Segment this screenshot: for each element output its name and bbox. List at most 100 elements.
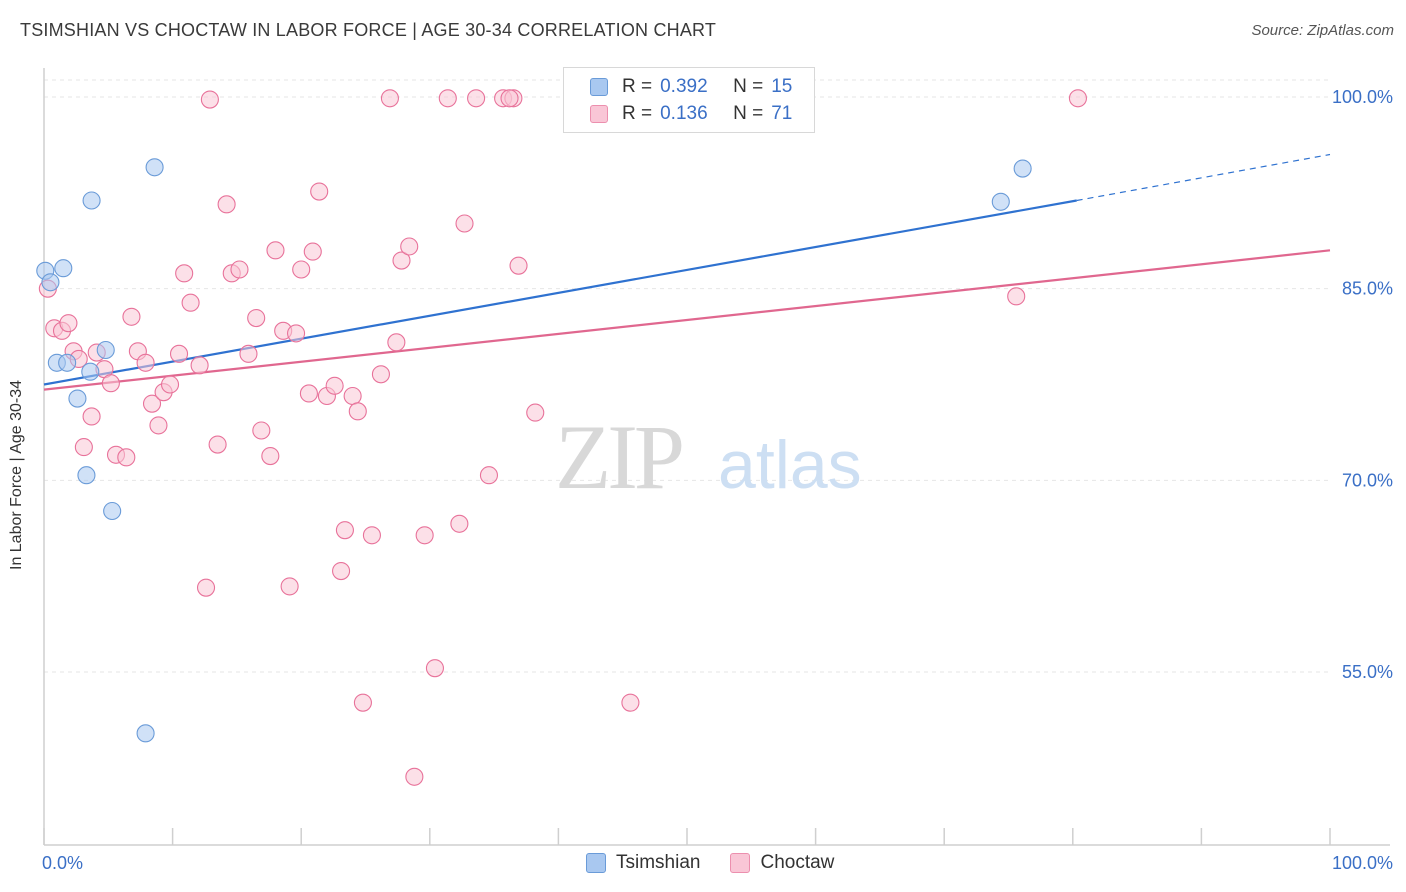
axes <box>43 68 1390 846</box>
point-choctaw <box>208 435 227 454</box>
point-tsimshian <box>68 389 87 408</box>
tsimshian-swatch <box>590 78 608 96</box>
choctaw-swatch <box>730 853 751 873</box>
point-choctaw <box>310 182 329 201</box>
point-choctaw <box>1068 89 1087 108</box>
legend-label: Choctaw <box>760 852 835 873</box>
point-choctaw <box>362 526 381 545</box>
point-tsimshian <box>41 273 60 292</box>
point-choctaw <box>371 365 390 384</box>
point-choctaw <box>266 241 285 260</box>
legend-row-tsimshian: R = 0.392 N = 15 <box>590 75 792 99</box>
point-choctaw <box>149 416 168 435</box>
y-tick-label: 100.0% <box>1332 87 1393 107</box>
point-choctaw <box>74 438 93 457</box>
point-choctaw <box>200 90 219 109</box>
point-choctaw <box>230 260 249 279</box>
chart-title: TSIMSHIAN VS CHOCTAW IN LABOR FORCE | AG… <box>20 20 717 40</box>
trend-line-choctaw <box>43 249 1331 391</box>
y-tick-label: 85.0% <box>1342 279 1393 299</box>
trend-line-tsimshian-extension <box>1076 153 1331 202</box>
r-label: R = <box>622 103 653 124</box>
point-choctaw <box>343 386 362 406</box>
point-tsimshian <box>991 192 1010 211</box>
point-choctaw <box>438 89 457 108</box>
point-choctaw <box>181 293 200 312</box>
legend-label: Tsimshian <box>616 852 701 873</box>
point-tsimshian <box>145 158 164 177</box>
point-tsimshian <box>81 362 100 381</box>
point-choctaw <box>526 403 545 422</box>
point-choctaw <box>467 89 486 108</box>
point-choctaw <box>405 767 424 786</box>
point-choctaw <box>217 195 236 214</box>
point-choctaw <box>136 353 155 372</box>
point-tsimshian <box>82 191 101 210</box>
series-legend: Tsimshian Choctaw <box>586 852 864 874</box>
point-tsimshian <box>58 353 77 372</box>
point-choctaw <box>415 526 434 545</box>
point-choctaw <box>196 578 216 597</box>
point-choctaw <box>325 376 344 395</box>
point-choctaw <box>280 577 299 596</box>
point-choctaw <box>299 384 318 403</box>
point-choctaw <box>509 256 528 275</box>
x-tick-label: 100.0% <box>1332 853 1393 873</box>
point-choctaw <box>380 89 399 108</box>
point-choctaw <box>261 447 280 466</box>
point-choctaw <box>292 260 311 279</box>
x-tick-label: 0.0% <box>42 853 83 873</box>
point-tsimshian <box>54 259 73 278</box>
watermark-atlas: atlas <box>718 427 862 503</box>
r-label: R = <box>622 76 653 97</box>
source-label: Source: ZipAtlas.com <box>1251 22 1394 39</box>
point-choctaw <box>142 394 162 413</box>
point-choctaw <box>621 693 640 712</box>
n-value: 71 <box>771 103 793 124</box>
data-points <box>36 89 1087 786</box>
tick-labels: 55.0% 70.0% 85.0% 100.0% 0.0% 100.0% <box>42 87 1393 873</box>
point-choctaw <box>332 562 351 581</box>
y-tick-label: 70.0% <box>1342 470 1393 490</box>
point-choctaw <box>239 344 258 363</box>
point-choctaw <box>247 309 266 328</box>
y-tick-label: 55.0% <box>1342 662 1393 682</box>
r-value: 0.136 <box>660 103 708 124</box>
point-tsimshian <box>103 501 122 521</box>
point-choctaw <box>425 659 444 678</box>
point-choctaw <box>190 356 209 375</box>
legend-item-choctaw[interactable]: Choctaw <box>730 852 834 874</box>
legend-row-choctaw: R = 0.136 N = 71 <box>590 102 792 126</box>
trend-line-tsimshian <box>43 199 1077 386</box>
point-choctaw <box>303 242 322 261</box>
choctaw-swatch <box>590 105 608 123</box>
point-tsimshian <box>77 466 96 485</box>
point-choctaw <box>287 324 306 343</box>
point-tsimshian <box>96 340 115 360</box>
point-choctaw <box>450 514 469 533</box>
n-value: 15 <box>771 76 793 97</box>
point-choctaw <box>400 237 419 256</box>
r-value: 0.392 <box>660 76 708 97</box>
point-choctaw <box>353 693 372 712</box>
point-choctaw <box>160 375 180 394</box>
point-choctaw <box>101 374 120 393</box>
point-choctaw <box>348 402 367 421</box>
trend-lines <box>43 153 1331 391</box>
point-choctaw <box>175 264 194 283</box>
point-tsimshian <box>136 724 155 743</box>
point-choctaw <box>82 407 101 426</box>
point-choctaw <box>1007 287 1026 306</box>
stats-legend: R = 0.392 N = 15 R = 0.136 N = 71 <box>563 67 815 133</box>
point-choctaw <box>455 214 474 233</box>
point-choctaw <box>59 314 78 333</box>
point-choctaw <box>392 251 411 270</box>
legend-item-tsimshian[interactable]: Tsimshian <box>586 852 700 874</box>
n-label: N = <box>733 76 764 97</box>
tsimshian-swatch <box>586 853 606 873</box>
point-choctaw <box>117 448 136 467</box>
point-choctaw <box>387 333 406 352</box>
point-choctaw <box>252 421 271 440</box>
point-choctaw <box>500 89 519 108</box>
